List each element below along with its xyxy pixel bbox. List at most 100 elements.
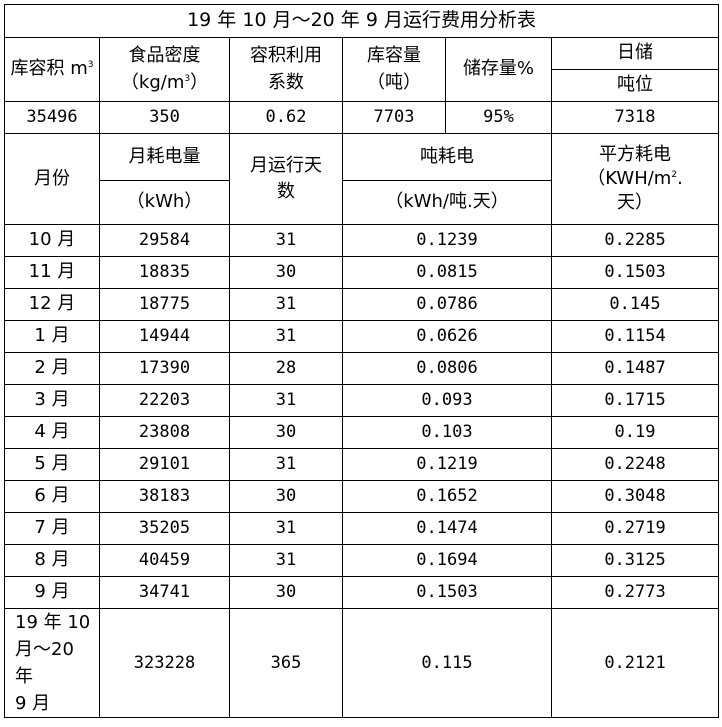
- sqm-power-cell: 0.2248: [550, 448, 720, 481]
- days-cell: 31: [229, 384, 343, 417]
- ton-power-cell: 0.1503: [342, 576, 552, 609]
- cost-analysis-table: 19 年 10 月～20 年 9 月运行费用分析表 库容积 m3 食品密度 （kg…: [3, 4, 720, 718]
- table-row: 6 月 38183 30 0.1652 0.3048: [4, 480, 720, 513]
- month-cell: 11 月: [4, 256, 100, 289]
- ton-power-cell: 0.0786: [342, 288, 552, 321]
- monthly-power-unit: （kWh）: [99, 180, 230, 225]
- month-cell: 1 月: [4, 320, 100, 353]
- sqm-power-cell: 0.1154: [550, 320, 720, 353]
- table-row: 4 月 23808 30 0.103 0.19: [4, 416, 720, 449]
- daily-header-bottom: 吨位: [550, 69, 720, 102]
- ton-power-unit: （kWh/吨.天）: [342, 180, 552, 225]
- ton-power-header: 吨耗电: [342, 133, 552, 181]
- power-cell: 29584: [99, 224, 230, 257]
- sqm-power-cell: 0.1715: [550, 384, 720, 417]
- sqm-power-cell: 0.1487: [550, 352, 720, 385]
- density-value: 350: [99, 101, 230, 134]
- month-cell: 10 月: [4, 224, 100, 257]
- ton-power-cell: 0.0806: [342, 352, 552, 385]
- days-cell: 30: [229, 576, 343, 609]
- power-cell: 23808: [99, 416, 230, 449]
- daily-value: 7318: [550, 101, 720, 134]
- sqm-power-cell: 0.3125: [550, 544, 720, 577]
- days-cell: 30: [229, 416, 343, 449]
- sqm-power-cell: 0.145: [550, 288, 720, 321]
- month-cell: 8 月: [4, 544, 100, 577]
- total-sqm-power: 0.2121: [550, 608, 720, 718]
- table-row: 12 月 18775 31 0.0786 0.145: [4, 288, 720, 321]
- power-cell: 29101: [99, 448, 230, 481]
- ton-power-cell: 0.103: [342, 416, 552, 449]
- table-row: 2 月 17390 28 0.0806 0.1487: [4, 352, 720, 385]
- total-power: 323228: [99, 608, 230, 718]
- month-cell: 3 月: [4, 384, 100, 417]
- sqm-power-cell: 0.2285: [550, 224, 720, 257]
- ton-power-cell: 0.1474: [342, 512, 552, 545]
- volume-value: 35496: [4, 101, 100, 134]
- volume-header: 库容积 m3: [4, 37, 100, 102]
- days-cell: 31: [229, 448, 343, 481]
- ton-power-cell: 0.093: [342, 384, 552, 417]
- density-header: 食品密度 （kg/m3）: [99, 37, 230, 102]
- ton-power-cell: 0.1694: [342, 544, 552, 577]
- month-header: 月份: [4, 133, 100, 225]
- month-cell: 4 月: [4, 416, 100, 449]
- storage-header: 储存量%: [445, 37, 552, 102]
- power-cell: 34741: [99, 576, 230, 609]
- month-cell: 12 月: [4, 288, 100, 321]
- table-row: 9 月 34741 30 0.1503 0.2773: [4, 576, 720, 609]
- coefficient-value: 0.62: [229, 101, 343, 134]
- month-cell: 9 月: [4, 576, 100, 609]
- sqm-power-cell: 0.2773: [550, 576, 720, 609]
- total-days: 365: [229, 608, 343, 718]
- table-row: 3 月 22203 31 0.093 0.1715: [4, 384, 720, 417]
- days-cell: 31: [229, 512, 343, 545]
- table-row: 10 月 29584 31 0.1239 0.2285: [4, 224, 720, 257]
- power-cell: 22203: [99, 384, 230, 417]
- ton-power-cell: 0.0626: [342, 320, 552, 353]
- days-cell: 30: [229, 480, 343, 513]
- table-row: 11 月 18835 30 0.0815 0.1503: [4, 256, 720, 289]
- power-cell: 14944: [99, 320, 230, 353]
- table-row: 8 月 40459 31 0.1694 0.3125: [4, 544, 720, 577]
- storage-value: 95%: [445, 101, 552, 134]
- days-cell: 30: [229, 256, 343, 289]
- ton-power-cell: 0.1239: [342, 224, 552, 257]
- power-cell: 38183: [99, 480, 230, 513]
- days-cell: 28: [229, 352, 343, 385]
- table-title: 19 年 10 月～20 年 9 月运行费用分析表: [3, 4, 720, 38]
- power-cell: 18775: [99, 288, 230, 321]
- daily-header-top: 日储: [550, 37, 720, 70]
- ton-power-cell: 0.1219: [342, 448, 552, 481]
- capacity-header: 库容量 （吨）: [342, 37, 446, 102]
- monthly-power-header: 月耗电量: [99, 133, 230, 181]
- month-cell: 6 月: [4, 480, 100, 513]
- table-row: 7 月 35205 31 0.1474 0.2719: [4, 512, 720, 545]
- sqm-power-cell: 0.2719: [550, 512, 720, 545]
- days-cell: 31: [229, 320, 343, 353]
- month-cell: 5 月: [4, 448, 100, 481]
- power-cell: 40459: [99, 544, 230, 577]
- power-cell: 35205: [99, 512, 230, 545]
- sqm-power-header: 平方耗电 （KWH/m2. 天）: [550, 133, 720, 225]
- days-cell: 31: [229, 224, 343, 257]
- table-row: 5 月 29101 31 0.1219 0.2248: [4, 448, 720, 481]
- sqm-power-cell: 0.1503: [550, 256, 720, 289]
- days-cell: 31: [229, 544, 343, 577]
- table-row: 1 月 14944 31 0.0626 0.1154: [4, 320, 720, 353]
- month-cell: 7 月: [4, 512, 100, 545]
- power-cell: 17390: [99, 352, 230, 385]
- ton-power-cell: 0.0815: [342, 256, 552, 289]
- ton-power-cell: 0.1652: [342, 480, 552, 513]
- sqm-power-cell: 0.3048: [550, 480, 720, 513]
- coefficient-header: 容积利用 系数: [229, 37, 343, 102]
- month-cell: 2 月: [4, 352, 100, 385]
- total-ton-power: 0.115: [342, 608, 552, 718]
- days-header: 月运行天数: [229, 133, 343, 225]
- days-cell: 31: [229, 288, 343, 321]
- capacity-value: 7703: [342, 101, 446, 134]
- power-cell: 18835: [99, 256, 230, 289]
- sqm-power-cell: 0.19: [550, 416, 720, 449]
